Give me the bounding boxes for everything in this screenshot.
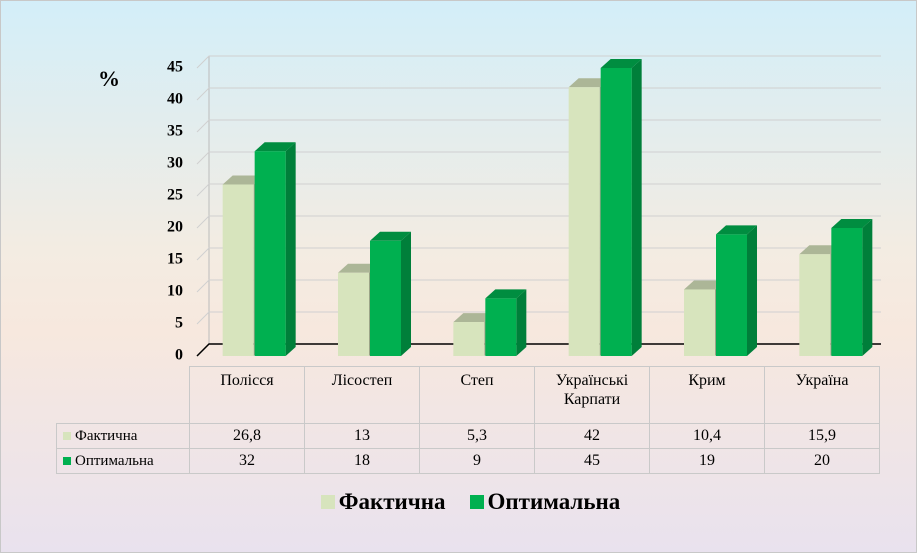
y-axis-label: % — [98, 66, 120, 91]
table-value: 13 — [304, 423, 420, 449]
table-value: 5,3 — [419, 423, 535, 449]
bar-side — [516, 289, 527, 356]
legend-key — [469, 495, 484, 509]
bar-top — [485, 289, 527, 299]
grid-line — [196, 151, 881, 165]
bar — [222, 184, 254, 356]
table-value: 10,4 — [649, 423, 765, 449]
bar — [716, 234, 747, 356]
bar — [568, 87, 600, 356]
x-tick-label: Українські Карпати — [534, 366, 650, 424]
bar-top — [453, 313, 495, 323]
x-tick-label: Степ — [419, 366, 535, 424]
bar-top — [799, 245, 841, 255]
bar — [684, 289, 715, 356]
grid-line — [196, 279, 881, 293]
table-row: Оптимальна 32 18 9 45 19 20 — [56, 448, 880, 474]
legend: Фактична Оптимальна — [1, 489, 916, 515]
table-value: 19 — [649, 448, 765, 474]
table-value: 18 — [304, 448, 420, 474]
legend-key — [63, 431, 71, 440]
y-tick-label: 25 — [167, 187, 183, 204]
table-value: 42 — [534, 423, 650, 449]
x-tick-label: Україна — [764, 366, 880, 424]
bar-top — [370, 231, 411, 241]
legend-key — [320, 495, 335, 509]
y-tick-label: 15 — [167, 251, 183, 268]
y-tick-label: 10 — [167, 283, 183, 300]
bar-top — [222, 175, 264, 185]
table-value: 9 — [419, 448, 535, 474]
bar — [338, 272, 369, 356]
bar — [453, 322, 485, 356]
bar-side — [747, 225, 757, 356]
legend-key — [63, 456, 71, 465]
grid-line — [196, 87, 881, 101]
table-row: Фактична 26,8 13 5,3 42 10,4 15,9 — [56, 423, 880, 449]
x-tick-label: Полісся — [189, 366, 305, 424]
y-tick-label: 45 — [167, 59, 183, 76]
grid-line — [196, 311, 881, 325]
grid-line — [196, 343, 881, 357]
y-tick-label: 35 — [167, 123, 183, 140]
table-row: Полісся Лісостеп Степ Українські Карпати Кри… — [57, 366, 880, 424]
grid-line — [196, 119, 881, 133]
bar — [600, 68, 632, 356]
legend-label: Фактична — [338, 489, 446, 514]
y-tick-label: 40 — [167, 91, 183, 108]
bar-side — [285, 142, 296, 356]
bar — [799, 254, 831, 356]
bar-side — [401, 231, 411, 356]
x-tick-label: Лісостеп — [304, 366, 420, 424]
bar — [831, 228, 863, 356]
bar-top — [716, 225, 757, 235]
data-table: Полісся Лісостеп Степ Українські Карпати Кри… — [56, 366, 880, 474]
table-value: 45 — [534, 448, 650, 474]
table-value: 26,8 — [189, 423, 305, 449]
bar-top — [600, 59, 642, 68]
bar-top — [254, 142, 296, 152]
y-tick-label: 5 — [175, 315, 183, 332]
grid-line — [196, 55, 881, 69]
grid-line — [196, 183, 881, 197]
bar-top — [568, 78, 610, 88]
table-value: 20 — [764, 448, 880, 474]
y-tick-label: 20 — [167, 219, 183, 236]
bar-side — [631, 59, 642, 356]
table-series-cell: Фактична — [56, 423, 190, 449]
bar-top — [831, 219, 873, 228]
legend-label: Оптимальна — [487, 489, 621, 514]
x-tick-label: Крим — [649, 366, 765, 424]
bar-side — [862, 219, 873, 356]
grid-line — [196, 215, 881, 229]
bar-top — [684, 280, 725, 290]
y-tick-label: 0 — [175, 347, 183, 364]
bar-top — [338, 263, 379, 273]
table-series-name: Фактична — [75, 427, 138, 444]
table-value: 15,9 — [764, 423, 880, 449]
bar — [254, 151, 286, 356]
bar — [485, 298, 517, 356]
table-series-name: Оптимальна — [75, 452, 154, 469]
bar — [370, 240, 401, 356]
table-series-cell: Оптимальна — [56, 448, 190, 474]
y-tick-label: 30 — [167, 155, 183, 172]
table-value: 32 — [189, 448, 305, 474]
grid-line — [196, 247, 881, 261]
table-corner — [57, 367, 190, 424]
